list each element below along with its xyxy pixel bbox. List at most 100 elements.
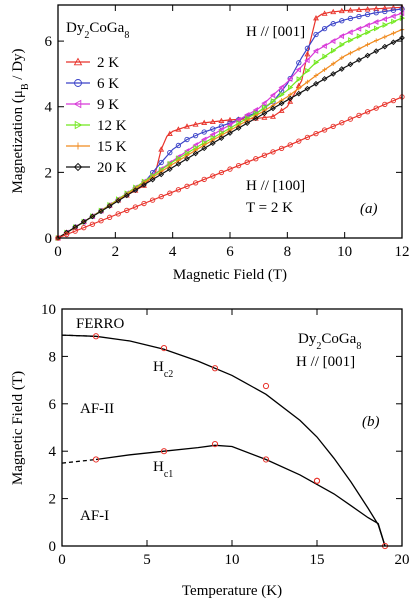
data-point [356, 46, 362, 52]
panel-a-x-tick-label: 6 [226, 244, 234, 260]
data-point [364, 6, 371, 12]
data-point [227, 166, 233, 172]
data-point [235, 125, 242, 131]
panel-a-y-tick-label: 6 [45, 34, 53, 50]
legend-label: 15 K [97, 139, 127, 155]
panel-a-field-direction-bottom: H // [100] [246, 178, 305, 194]
data-point [364, 22, 370, 29]
data-point [347, 61, 354, 68]
legend-label: 12 K [97, 118, 127, 134]
data-point [296, 76, 302, 83]
panel-a-y-tick-label: 2 [45, 165, 53, 181]
data-point [338, 33, 345, 40]
data-point [295, 66, 302, 73]
data-point [227, 130, 233, 136]
data-point [287, 84, 294, 91]
data-point [269, 92, 276, 99]
data-point [218, 169, 225, 176]
hc2-label: Hc2 [153, 359, 173, 380]
legend-marker [74, 120, 83, 130]
data-point [312, 47, 319, 54]
data-point [175, 187, 182, 193]
panel-b-x-axis-label: Temperature (K) [182, 583, 282, 599]
data-point [304, 45, 311, 51]
data-point [106, 214, 113, 220]
data-point [382, 34, 387, 40]
data-point [313, 80, 319, 87]
data-point [175, 142, 182, 149]
panel-b-field-direction: H // [001] [296, 354, 355, 370]
data-point [270, 103, 276, 108]
data-point [218, 117, 225, 124]
panel-b: 0 5 10 15 20 0 2 4 6 8 10 FERRO AF-II AF-I Hc2 Hc1… [10, 302, 410, 599]
data-point [348, 37, 354, 44]
phase-label-af2: AF-II [80, 401, 114, 417]
phase-point [92, 456, 100, 463]
phase-point [262, 456, 270, 463]
data-point [339, 120, 345, 126]
panel-a-legend: 2 K 6 K 9 K 12 K 15 K 20 K [66, 55, 127, 176]
data-point [218, 126, 224, 133]
data-point [158, 146, 165, 152]
data-point [356, 57, 362, 63]
data-point [235, 162, 242, 169]
data-point [304, 134, 311, 141]
phase-point [313, 477, 321, 484]
data-point [364, 109, 371, 115]
data-point [166, 166, 173, 173]
data-point [72, 224, 79, 231]
data-point [166, 130, 173, 137]
legend-marker [73, 57, 83, 66]
data-point [201, 136, 207, 143]
data-point [261, 114, 268, 120]
data-point [304, 57, 310, 64]
data-point [201, 129, 207, 135]
data-point [313, 31, 319, 38]
data-point [81, 225, 87, 231]
hc1-extrapolation [61, 458, 97, 464]
data-point [381, 5, 388, 11]
data-point [252, 107, 259, 113]
data-point [98, 218, 104, 224]
data-point [132, 187, 139, 193]
data-point [390, 39, 397, 46]
data-point [356, 112, 362, 119]
panel-b-y-tick-label: 6 [49, 397, 57, 413]
data-point [364, 11, 371, 18]
hc1-fit-line [95, 444, 386, 547]
data-point [279, 91, 285, 98]
panel-a-frame [57, 4, 403, 239]
data-point [365, 42, 370, 47]
data-point [296, 138, 302, 144]
data-point [338, 66, 345, 72]
panel-b-x-tick-label: 20 [395, 552, 410, 568]
legend-marker [73, 162, 83, 172]
data-point [192, 121, 199, 127]
data-point [252, 115, 259, 122]
data-point [184, 183, 190, 189]
data-point [253, 156, 259, 162]
data-point [347, 15, 354, 22]
data-point [244, 111, 250, 118]
data-point [192, 180, 199, 186]
data-point [347, 116, 354, 122]
data-point [348, 50, 353, 56]
panel-b-frame [61, 308, 403, 547]
phase-label-af1: AF-I [80, 508, 109, 524]
panel-a-field-direction-top: H // [001] [246, 24, 305, 40]
data-point [175, 126, 182, 132]
panel-a-y-axis-label: Magnetization (μB / Dy) [10, 48, 31, 193]
data-point [141, 182, 147, 188]
data-point [184, 136, 190, 143]
hc1-label: Hc1 [153, 459, 173, 480]
data-point [141, 200, 147, 207]
series-line-20k [57, 37, 403, 239]
data-point [347, 7, 354, 13]
data-point [330, 8, 337, 15]
data-point [313, 73, 319, 78]
data-point [158, 159, 164, 166]
data-point [287, 95, 294, 102]
data-point [244, 120, 251, 126]
phase-point [92, 333, 100, 340]
data-point [158, 171, 165, 178]
